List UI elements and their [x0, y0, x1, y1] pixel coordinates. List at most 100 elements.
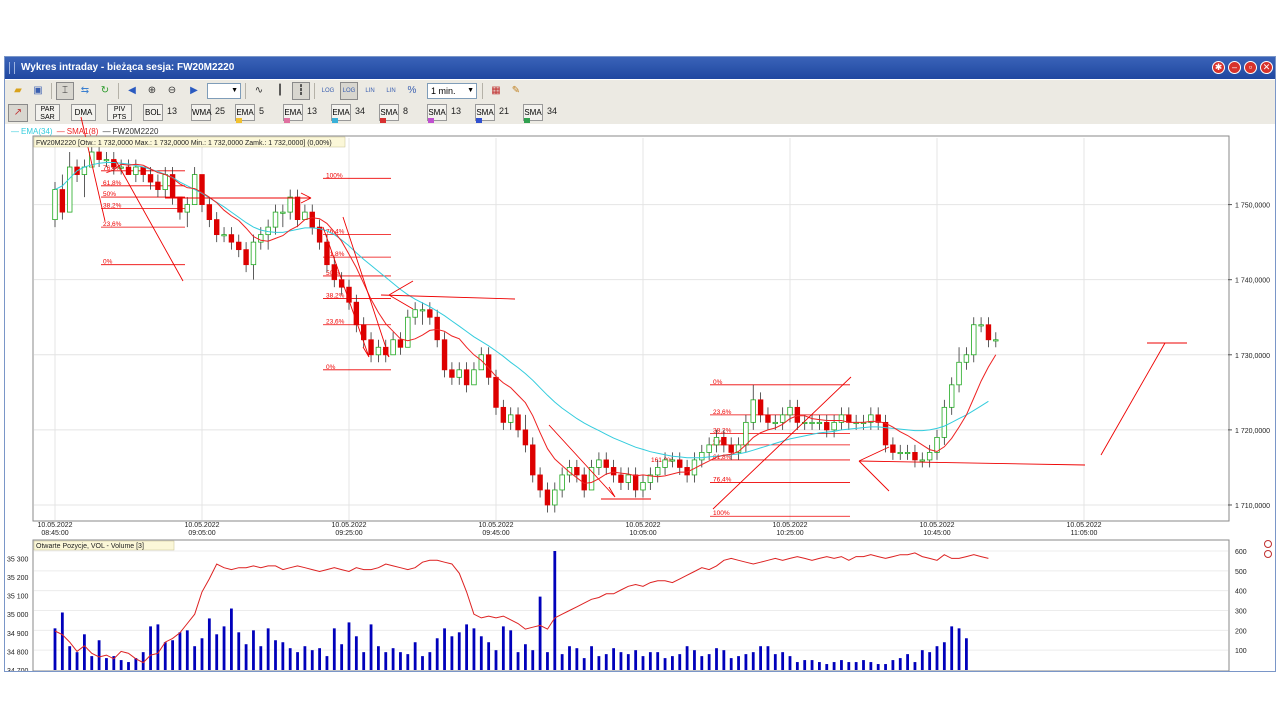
candle-up[interactable] — [647, 474, 654, 483]
candle-up[interactable] — [816, 421, 823, 424]
candle-down[interactable] — [463, 369, 470, 386]
chart-area[interactable]: 76,4%61,8%50%38,2%23,6%0%100%76,4%61,8%5… — [5, 57, 1275, 671]
candle-up[interactable] — [735, 444, 742, 453]
panel-collapse-icon[interactable] — [1264, 540, 1272, 548]
candle-up[interactable] — [390, 339, 396, 356]
candle-down[interactable] — [985, 324, 992, 341]
candle-down[interactable] — [294, 196, 301, 221]
candle-up[interactable] — [919, 459, 925, 462]
candle-up[interactable] — [559, 474, 565, 491]
line-chart-icon[interactable]: ∿ — [254, 85, 264, 96]
candle-down[interactable] — [912, 452, 918, 461]
candle-up[interactable] — [412, 309, 418, 318]
colors-palette-icon[interactable]: ▦ — [491, 85, 501, 96]
candle-down[interactable] — [824, 421, 830, 431]
candle-up[interactable] — [566, 467, 573, 476]
candle-up[interactable] — [67, 166, 73, 213]
candle-up[interactable] — [779, 414, 786, 423]
candle-up[interactable] — [456, 369, 462, 378]
candle-up[interactable] — [588, 467, 595, 491]
candle-down[interactable] — [199, 174, 205, 205]
maximize-button[interactable]: ▫ — [1244, 61, 1257, 74]
candle-down[interactable] — [500, 406, 507, 423]
candlestick-chart-icon[interactable]: ┇ — [292, 82, 310, 100]
candle-down[interactable] — [59, 189, 66, 213]
candle-up[interactable] — [640, 482, 646, 491]
candle-up[interactable] — [52, 189, 58, 221]
candle-up[interactable] — [772, 421, 778, 424]
candle-down[interactable] — [236, 241, 242, 251]
candle-up[interactable] — [258, 234, 264, 243]
price-panel[interactable] — [32, 135, 1230, 522]
candle-down[interactable] — [155, 181, 161, 190]
candle-up[interactable] — [713, 436, 720, 446]
candle-down[interactable] — [882, 421, 889, 446]
candle-up[interactable] — [897, 452, 903, 455]
candle-down[interactable] — [316, 226, 323, 243]
candle-up[interactable] — [625, 474, 631, 483]
interval-select[interactable]: 1 min. ▼ — [427, 83, 477, 99]
candle-down[interactable] — [331, 264, 337, 281]
candle-down[interactable] — [397, 339, 404, 348]
candle-down[interactable] — [846, 414, 852, 423]
candle-down[interactable] — [243, 249, 249, 266]
candle-up[interactable] — [375, 346, 382, 356]
candle-up[interactable] — [926, 452, 933, 461]
candle-down[interactable] — [449, 369, 455, 378]
candle-up[interactable] — [662, 459, 668, 468]
candle-down[interactable] — [721, 436, 727, 446]
candle-down[interactable] — [537, 474, 543, 491]
candle-down[interactable] — [610, 467, 617, 476]
candle-down[interactable] — [530, 444, 536, 476]
candle-down[interactable] — [228, 234, 235, 243]
candle-up[interactable] — [934, 436, 940, 453]
candle-down[interactable] — [581, 474, 587, 491]
candle-up[interactable] — [89, 151, 95, 168]
candle-up[interactable] — [133, 166, 139, 175]
candle-up[interactable] — [809, 421, 815, 424]
linear-scale-icon[interactable]: LIN — [365, 88, 375, 94]
candle-up[interactable] — [993, 339, 999, 342]
candle-down[interactable] — [522, 429, 529, 446]
candle-down[interactable] — [875, 414, 881, 423]
candle-down[interactable] — [728, 444, 734, 453]
candle-down[interactable] — [618, 474, 624, 483]
candle-down[interactable] — [677, 459, 683, 468]
close-button[interactable]: ✕ — [1260, 61, 1273, 74]
candle-down[interactable] — [111, 159, 117, 168]
candle-up[interactable] — [250, 241, 257, 266]
candle-up[interactable] — [941, 406, 948, 438]
candle-down[interactable] — [574, 467, 580, 476]
candle-up[interactable] — [302, 211, 308, 221]
zoom-select[interactable]: ▼ — [207, 83, 241, 99]
bar-chart-icon[interactable]: ┃ — [276, 85, 284, 96]
title-bar[interactable]: Wykres intraday - bieżąca sesja: FW20M22… — [5, 57, 1275, 79]
candle-up[interactable] — [103, 159, 110, 162]
refresh-icon[interactable]: ↻ — [100, 85, 110, 96]
candle-up[interactable] — [280, 211, 286, 214]
candle-up[interactable] — [405, 316, 411, 348]
log-all-icon[interactable]: LOG — [340, 82, 358, 100]
candle-up[interactable] — [949, 384, 955, 408]
drag-grip-icon[interactable] — [9, 62, 15, 74]
candle-down[interactable] — [632, 474, 639, 491]
candle-up[interactable] — [868, 414, 874, 423]
zoom-in-icon[interactable]: ⊕ — [147, 85, 157, 96]
linear-all-icon[interactable]: LIN — [386, 88, 396, 94]
candle-up[interactable] — [706, 444, 712, 453]
candle-down[interactable] — [213, 219, 220, 236]
candle-up[interactable] — [596, 459, 602, 468]
candle-up[interactable] — [787, 406, 793, 416]
candle-up[interactable] — [272, 211, 279, 228]
candle-up[interactable] — [419, 309, 426, 312]
minimize-button[interactable]: – — [1228, 61, 1241, 74]
candle-down[interactable] — [434, 316, 440, 341]
candle-down[interactable] — [147, 174, 154, 183]
indicator-chart-icon[interactable]: ↗ — [8, 104, 28, 122]
candle-down[interactable] — [890, 444, 896, 453]
candle-down[interactable] — [515, 414, 521, 431]
percent-scale-icon[interactable]: % — [407, 85, 417, 96]
candle-up[interactable] — [956, 361, 962, 386]
candle-up[interactable] — [184, 204, 190, 213]
candle-up[interactable] — [507, 414, 514, 423]
